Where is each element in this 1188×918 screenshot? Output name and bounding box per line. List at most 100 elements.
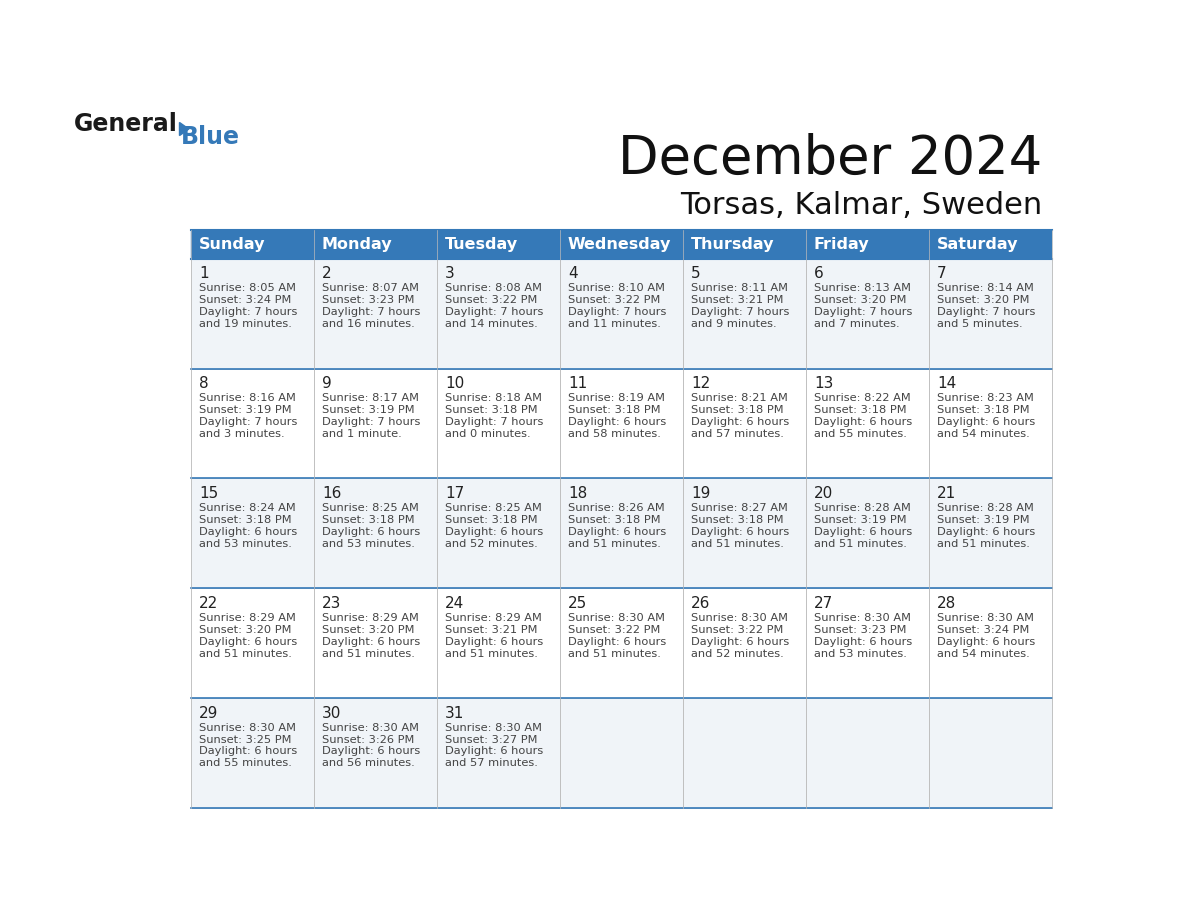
- Text: 20: 20: [814, 486, 833, 501]
- Text: and 0 minutes.: and 0 minutes.: [444, 429, 531, 439]
- Bar: [560, 368, 683, 478]
- Text: Daylight: 6 hours: Daylight: 6 hours: [322, 527, 421, 537]
- Text: and 53 minutes.: and 53 minutes.: [198, 539, 292, 549]
- Text: and 52 minutes.: and 52 minutes.: [691, 649, 784, 658]
- Text: Sunset: 3:20 PM: Sunset: 3:20 PM: [322, 625, 415, 634]
- Text: Sunset: 3:20 PM: Sunset: 3:20 PM: [814, 296, 906, 306]
- Text: Daylight: 6 hours: Daylight: 6 hours: [568, 637, 666, 646]
- Text: Tuesday: Tuesday: [444, 237, 518, 252]
- Text: Sunrise: 8:08 AM: Sunrise: 8:08 AM: [444, 284, 542, 294]
- Text: Sunset: 3:21 PM: Sunset: 3:21 PM: [444, 625, 537, 634]
- Text: 23: 23: [322, 596, 341, 610]
- Text: Sunrise: 8:28 AM: Sunrise: 8:28 AM: [937, 503, 1034, 513]
- Text: Sunrise: 8:11 AM: Sunrise: 8:11 AM: [691, 284, 788, 294]
- Bar: [929, 259, 1053, 368]
- Text: Sunset: 3:24 PM: Sunset: 3:24 PM: [937, 625, 1029, 634]
- Text: Sunrise: 8:16 AM: Sunrise: 8:16 AM: [198, 393, 296, 403]
- Text: and 11 minutes.: and 11 minutes.: [568, 319, 661, 330]
- Text: Daylight: 6 hours: Daylight: 6 hours: [937, 417, 1035, 427]
- Bar: [683, 230, 807, 259]
- Text: Sunday: Sunday: [198, 237, 265, 252]
- Text: and 53 minutes.: and 53 minutes.: [322, 539, 415, 549]
- Bar: [314, 478, 437, 588]
- Bar: [683, 368, 807, 478]
- Text: Sunset: 3:18 PM: Sunset: 3:18 PM: [814, 405, 906, 415]
- Text: 9: 9: [322, 376, 331, 391]
- Text: Daylight: 6 hours: Daylight: 6 hours: [198, 746, 297, 756]
- Text: Sunrise: 8:30 AM: Sunrise: 8:30 AM: [691, 613, 788, 622]
- Text: Daylight: 6 hours: Daylight: 6 hours: [198, 637, 297, 646]
- Text: 5: 5: [691, 266, 701, 282]
- Bar: [191, 698, 314, 808]
- Text: 26: 26: [691, 596, 710, 610]
- Text: Daylight: 6 hours: Daylight: 6 hours: [691, 417, 789, 427]
- Text: Sunrise: 8:18 AM: Sunrise: 8:18 AM: [444, 393, 542, 403]
- Text: and 57 minutes.: and 57 minutes.: [691, 429, 784, 439]
- Text: Daylight: 6 hours: Daylight: 6 hours: [322, 746, 421, 756]
- Text: 22: 22: [198, 596, 219, 610]
- Text: 25: 25: [568, 596, 587, 610]
- Text: Daylight: 6 hours: Daylight: 6 hours: [937, 637, 1035, 646]
- Bar: [191, 230, 314, 259]
- Text: Sunset: 3:27 PM: Sunset: 3:27 PM: [444, 734, 537, 744]
- Text: Daylight: 6 hours: Daylight: 6 hours: [444, 527, 543, 537]
- Text: Daylight: 7 hours: Daylight: 7 hours: [691, 308, 789, 318]
- Bar: [437, 259, 560, 368]
- Text: and 53 minutes.: and 53 minutes.: [814, 649, 906, 658]
- Bar: [807, 478, 929, 588]
- Text: Sunrise: 8:30 AM: Sunrise: 8:30 AM: [814, 613, 911, 622]
- Text: Daylight: 6 hours: Daylight: 6 hours: [814, 637, 912, 646]
- Text: and 9 minutes.: and 9 minutes.: [691, 319, 777, 330]
- Text: and 51 minutes.: and 51 minutes.: [322, 649, 415, 658]
- Text: Daylight: 7 hours: Daylight: 7 hours: [322, 308, 421, 318]
- Bar: [437, 588, 560, 698]
- Text: 3: 3: [444, 266, 455, 282]
- Text: and 1 minute.: and 1 minute.: [322, 429, 402, 439]
- Text: 13: 13: [814, 376, 833, 391]
- Bar: [191, 588, 314, 698]
- Text: Sunset: 3:20 PM: Sunset: 3:20 PM: [198, 625, 291, 634]
- Bar: [314, 698, 437, 808]
- Text: Sunset: 3:25 PM: Sunset: 3:25 PM: [198, 734, 291, 744]
- Bar: [929, 230, 1053, 259]
- Bar: [807, 588, 929, 698]
- Text: and 55 minutes.: and 55 minutes.: [814, 429, 906, 439]
- Text: Daylight: 7 hours: Daylight: 7 hours: [444, 308, 543, 318]
- Text: Sunset: 3:19 PM: Sunset: 3:19 PM: [814, 515, 906, 525]
- Text: Sunrise: 8:30 AM: Sunrise: 8:30 AM: [937, 613, 1034, 622]
- Text: Saturday: Saturday: [937, 237, 1018, 252]
- Text: 1: 1: [198, 266, 209, 282]
- Text: Sunset: 3:18 PM: Sunset: 3:18 PM: [198, 515, 291, 525]
- Text: Sunrise: 8:30 AM: Sunrise: 8:30 AM: [444, 722, 542, 733]
- Bar: [437, 230, 560, 259]
- Text: Sunset: 3:18 PM: Sunset: 3:18 PM: [691, 405, 784, 415]
- Bar: [683, 259, 807, 368]
- Bar: [807, 368, 929, 478]
- Text: 10: 10: [444, 376, 465, 391]
- Text: and 51 minutes.: and 51 minutes.: [814, 539, 906, 549]
- Text: Daylight: 7 hours: Daylight: 7 hours: [198, 308, 297, 318]
- Text: Daylight: 6 hours: Daylight: 6 hours: [814, 417, 912, 427]
- Text: Sunrise: 8:13 AM: Sunrise: 8:13 AM: [814, 284, 911, 294]
- Text: Sunset: 3:18 PM: Sunset: 3:18 PM: [444, 515, 537, 525]
- Text: Sunset: 3:18 PM: Sunset: 3:18 PM: [937, 405, 1030, 415]
- Text: 19: 19: [691, 486, 710, 501]
- Bar: [683, 698, 807, 808]
- Text: 17: 17: [444, 486, 465, 501]
- Text: 21: 21: [937, 486, 956, 501]
- Text: Sunrise: 8:29 AM: Sunrise: 8:29 AM: [444, 613, 542, 622]
- Text: Sunrise: 8:17 AM: Sunrise: 8:17 AM: [322, 393, 419, 403]
- Text: Sunrise: 8:27 AM: Sunrise: 8:27 AM: [691, 503, 788, 513]
- Text: and 51 minutes.: and 51 minutes.: [568, 649, 661, 658]
- Text: Sunrise: 8:28 AM: Sunrise: 8:28 AM: [814, 503, 911, 513]
- Bar: [560, 230, 683, 259]
- Text: 4: 4: [568, 266, 577, 282]
- Text: Sunrise: 8:07 AM: Sunrise: 8:07 AM: [322, 284, 419, 294]
- Text: Sunrise: 8:25 AM: Sunrise: 8:25 AM: [444, 503, 542, 513]
- Bar: [560, 588, 683, 698]
- Text: Sunrise: 8:10 AM: Sunrise: 8:10 AM: [568, 284, 665, 294]
- Bar: [807, 698, 929, 808]
- Text: Daylight: 6 hours: Daylight: 6 hours: [691, 637, 789, 646]
- Text: Daylight: 7 hours: Daylight: 7 hours: [444, 417, 543, 427]
- Text: 28: 28: [937, 596, 956, 610]
